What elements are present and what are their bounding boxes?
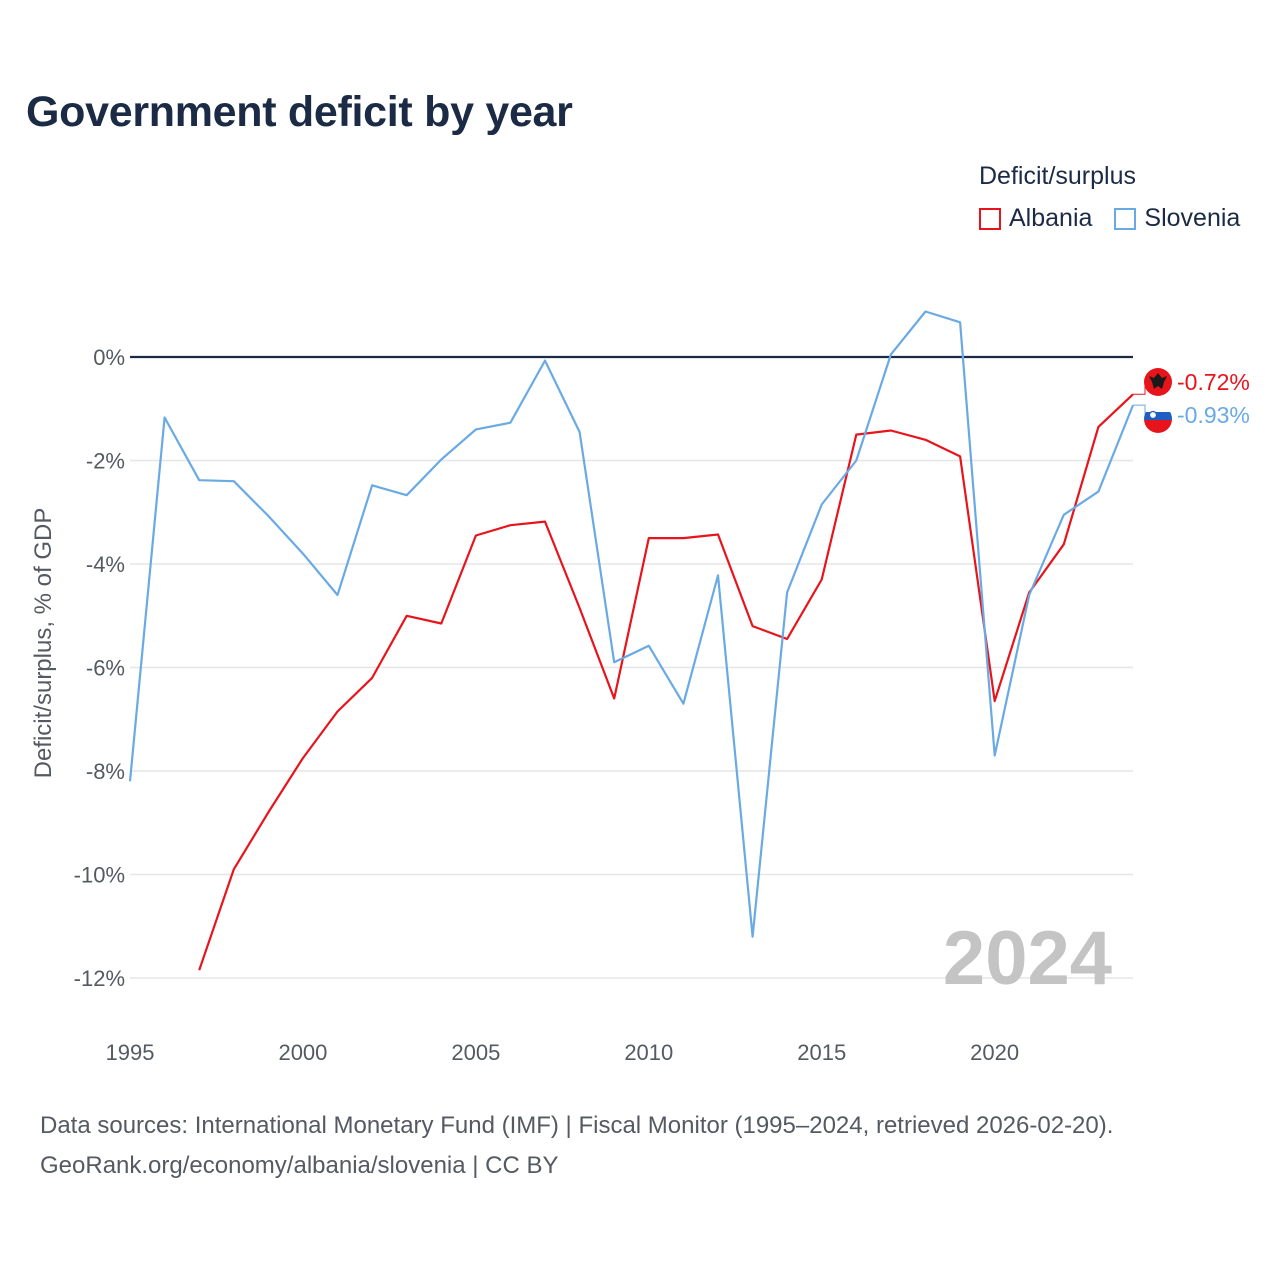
year-watermark: 2024	[943, 916, 1112, 1001]
slovenia-crest-mark	[1148, 410, 1158, 420]
end-markers: -0.72% -0.93%	[1133, 368, 1250, 433]
x-tick-label: 2010	[624, 1040, 673, 1065]
legend-item-slovenia[interactable]: Slovenia	[1114, 204, 1240, 233]
legend-swatch-albania	[979, 207, 1001, 230]
line-chart: 0% -2% -4% -6% -8% -10% -12% 1995 2000 2005 2010 2…	[30, 310, 1250, 1065]
chart-title: Government deficit by year	[26, 88, 573, 136]
y-tick-label: -2%	[86, 449, 125, 474]
albania-flag-icon	[1144, 368, 1172, 396]
series-line-albania	[198, 393, 1134, 971]
y-axis-label: Deficit/surplus, % of GDP	[30, 508, 57, 779]
source-note: Data sources: International Monetary Fun…	[40, 1106, 1113, 1186]
end-label-albania: -0.72%	[1177, 369, 1250, 395]
y-tick-label: -8%	[86, 759, 125, 784]
slovenia-flag-stripes	[1144, 405, 1172, 433]
end-connector-albania	[1133, 382, 1146, 395]
end-label-slovenia: -0.93%	[1177, 402, 1250, 428]
end-connector-slovenia	[1133, 404, 1146, 415]
x-tick-label: 1995	[106, 1040, 155, 1065]
slovenia-stripe-red	[1144, 420, 1172, 433]
y-tick-label: -4%	[86, 552, 125, 577]
slovenia-stripe-white	[1144, 405, 1172, 415]
x-axis-ticks: 1995 2000 2005 2010 2015 2020	[106, 1040, 1020, 1065]
y-tick-label: -6%	[86, 656, 125, 681]
legend-label-albania: Albania	[1009, 204, 1093, 232]
albania-eagle-mark	[1149, 373, 1167, 389]
y-tick-label: -12%	[74, 966, 125, 991]
legend-label-slovenia: Slovenia	[1144, 204, 1241, 232]
x-tick-label: 2020	[970, 1040, 1019, 1065]
slovenia-flag-icon	[1144, 405, 1172, 433]
y-tick-label: 0%	[93, 345, 125, 370]
y-axis-ticks: 0% -2% -4% -6% -8% -10% -12%	[74, 345, 125, 991]
series-line-slovenia	[128, 310, 1135, 938]
legend-item-albania[interactable]: Albania	[979, 204, 1092, 233]
source-line-1: Data sources: International Monetary Fun…	[40, 1112, 1114, 1139]
x-tick-label: 2005	[451, 1040, 500, 1065]
x-tick-label: 2000	[278, 1040, 327, 1065]
slovenia-stripe-blue	[1144, 412, 1172, 420]
y-tick-label: -10%	[74, 863, 125, 888]
legend-swatch-slovenia	[1114, 207, 1137, 230]
series-lines	[128, 310, 1135, 971]
legend: Albania Slovenia	[979, 204, 1240, 233]
gridlines	[130, 355, 1133, 979]
x-tick-label: 2015	[797, 1040, 846, 1065]
source-line-2[interactable]: GeoRank.org/economy/albania/slovenia | C…	[40, 1152, 559, 1179]
legend-title: Deficit/surplus	[979, 162, 1136, 190]
